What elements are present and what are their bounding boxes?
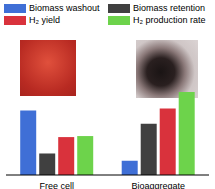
html-text:H₂ production rate: H₂ production rate <box>133 15 206 25</box>
html-text:Biomass retention: Biomass retention <box>133 3 205 13</box>
html-text:H₂ yield: H₂ yield <box>29 15 60 25</box>
svg-text:Bioaggregate: Bioaggregate <box>131 181 185 189</box>
svg-text:Free cell: Free cell <box>39 181 74 189</box>
html-text:Biomass washout: Biomass washout <box>29 3 100 13</box>
